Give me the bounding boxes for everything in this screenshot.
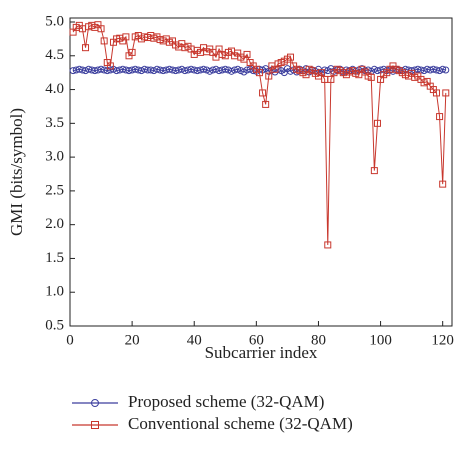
data-point <box>327 75 335 83</box>
data-point <box>255 69 263 77</box>
legend-label: Proposed scheme (32-QAM) <box>128 392 324 411</box>
y-tick-label: 1.5 <box>45 250 64 266</box>
data-point <box>243 50 251 58</box>
data-point <box>128 48 136 56</box>
data-point <box>436 113 444 121</box>
data-point <box>442 66 450 74</box>
y-tick-label: 2.0 <box>45 216 64 232</box>
series-line <box>72 23 447 245</box>
data-point <box>221 65 229 73</box>
y-tick-label: 3.5 <box>45 115 64 131</box>
data-point <box>262 100 270 108</box>
legend-label: Conventional scheme (32-QAM) <box>128 414 353 433</box>
y-tick-label: 4.5 <box>45 47 64 63</box>
y-tick-label: 4.0 <box>45 81 64 97</box>
data-point <box>442 89 450 97</box>
data-point <box>227 67 235 75</box>
data-point <box>100 37 108 45</box>
data-point <box>200 65 208 73</box>
data-point <box>82 44 90 52</box>
data-point <box>373 119 381 127</box>
data-point <box>318 69 326 77</box>
data-point <box>106 62 114 70</box>
data-point <box>265 72 273 80</box>
x-tick-label: 100 <box>369 332 392 348</box>
data-point <box>234 65 242 73</box>
data-point <box>367 73 375 81</box>
y-tick-label: 3.0 <box>45 149 64 165</box>
data-point <box>324 241 332 249</box>
x-tick-label: 40 <box>187 332 202 348</box>
y-tick-label: 2.5 <box>45 182 64 198</box>
x-tick-label: 60 <box>249 332 264 348</box>
x-tick-label: 0 <box>66 332 74 348</box>
data-point <box>439 65 447 73</box>
data-point <box>206 67 214 75</box>
y-tick-label: 5.0 <box>45 13 64 29</box>
plot-frame <box>69 17 453 327</box>
x-tick-label: 80 <box>311 332 326 348</box>
data-point <box>122 33 130 41</box>
x-axis-label: Subcarrier index <box>205 343 318 362</box>
y-axis-label: GMI (bits/symbol) <box>7 108 26 236</box>
data-point <box>370 167 378 175</box>
x-tick-label: 20 <box>125 332 140 348</box>
data-point <box>439 180 447 188</box>
legend-marker <box>91 399 99 407</box>
y-tick-label: 1.0 <box>45 284 64 300</box>
data-point <box>432 89 440 97</box>
data-point <box>287 53 295 61</box>
y-tick-label: 0.5 <box>45 317 64 333</box>
x-tick-label: 120 <box>431 332 454 348</box>
data-point <box>97 25 105 33</box>
legend-marker <box>91 421 99 429</box>
data-point <box>259 89 267 97</box>
